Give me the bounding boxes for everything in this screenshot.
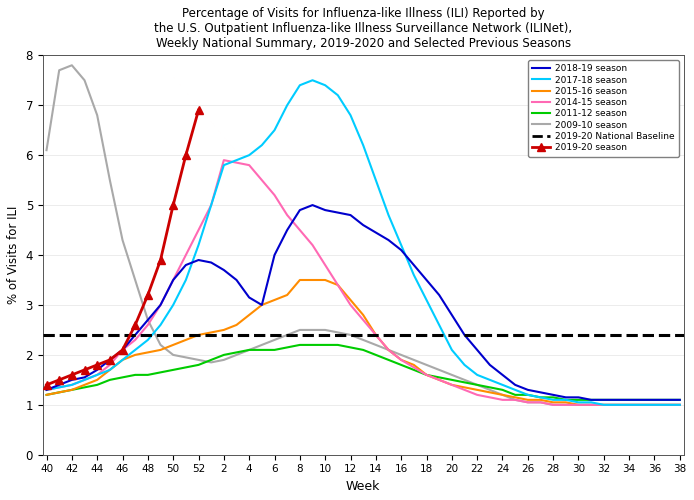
Y-axis label: % of Visits for ILI: % of Visits for ILI [7, 206, 20, 304]
X-axis label: Week: Week [346, 480, 380, 493]
Legend: 2018-19 season, 2017-18 season, 2015-16 season, 2014-15 season, 2011-12 season, : 2018-19 season, 2017-18 season, 2015-16 … [528, 60, 679, 156]
Title: Percentage of Visits for Influenza-like Illness (ILI) Reported by
the U.S. Outpa: Percentage of Visits for Influenza-like … [154, 7, 573, 50]
